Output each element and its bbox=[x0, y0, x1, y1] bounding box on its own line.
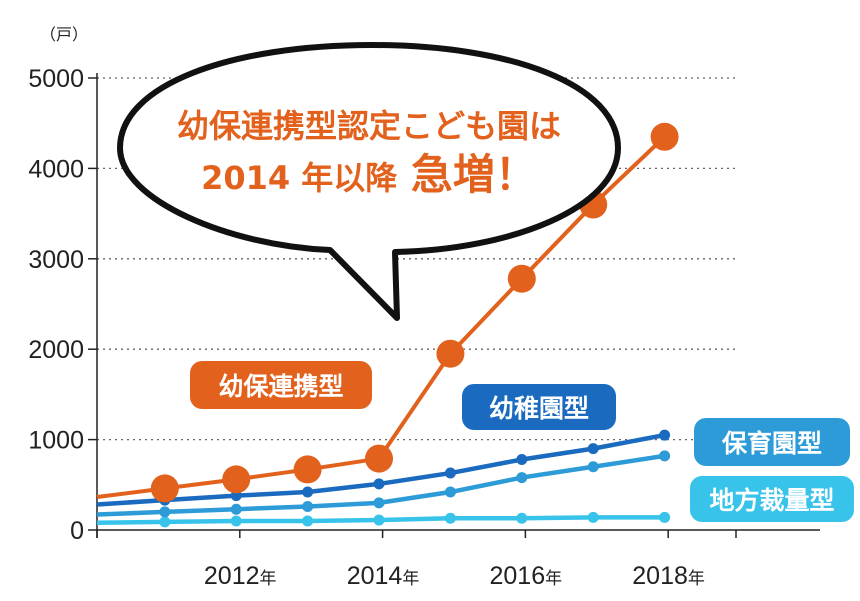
legend-label-chihou: 地方裁量型 bbox=[690, 476, 854, 522]
series-3-point-2011 bbox=[159, 516, 171, 528]
series-2-point-2012 bbox=[230, 503, 242, 515]
x-tick-label-suffix-2016: 年 bbox=[545, 569, 562, 588]
x-tick-label-2018: 2018年 bbox=[632, 562, 705, 590]
series-layer bbox=[96, 122, 679, 528]
series-2-point-2013 bbox=[302, 500, 314, 512]
legend-label-chihou-text: 地方裁量型 bbox=[709, 486, 834, 515]
x-tick-label-year-2012: 2012 bbox=[204, 562, 260, 590]
callout-line2-prefix: 2014 年以降 bbox=[201, 159, 398, 197]
series-2-point-2015 bbox=[444, 486, 456, 498]
x-tick-label-year-2016: 2016 bbox=[489, 562, 545, 590]
legend-label-yohorenkei-box bbox=[190, 361, 372, 409]
series-1-point-2016 bbox=[516, 453, 528, 465]
legend-label-youchien-box bbox=[462, 384, 616, 430]
legend-label-chihou-box bbox=[690, 476, 854, 522]
series-3-point-2018 bbox=[659, 511, 671, 523]
y-tick-label-5000: 5000 bbox=[28, 65, 84, 93]
series-0-point-2015 bbox=[436, 339, 465, 368]
series-labels: 幼保連携型 幼稚園型 保育園型 地方裁量型 bbox=[190, 361, 854, 522]
series-0-point-2011 bbox=[150, 474, 179, 503]
legend-label-yohorenkei: 幼保連携型 bbox=[190, 361, 372, 409]
callout-line2-emphasis: 急増！ bbox=[411, 150, 537, 199]
x-tick-label-suffix-2012: 年 bbox=[260, 569, 277, 588]
series-3-point-2015 bbox=[444, 512, 456, 524]
legend-label-hoikuen-box bbox=[694, 418, 850, 466]
series-0-point-2012 bbox=[222, 465, 251, 494]
series-2-point-2014 bbox=[373, 497, 385, 509]
y-unit-label: （戸） bbox=[40, 25, 88, 44]
series-3-point-2012 bbox=[230, 515, 242, 527]
x-tick-label-2016: 2016年 bbox=[489, 562, 562, 590]
callout-bubble-shape bbox=[117, 42, 621, 321]
series-0 bbox=[96, 122, 679, 503]
y-tick-label-3000: 3000 bbox=[28, 246, 84, 274]
x-tick-label-2014: 2014年 bbox=[347, 562, 420, 590]
series-2-point-2017 bbox=[587, 461, 599, 473]
callout-line1: 幼保連携型認定こども園は bbox=[177, 107, 561, 145]
y-tick-label-1000: 1000 bbox=[28, 427, 84, 455]
y-tick-label-2000: 2000 bbox=[28, 336, 84, 364]
series-3-point-2017 bbox=[587, 511, 599, 523]
legend-label-youchien-text: 幼稚園型 bbox=[489, 394, 589, 423]
series-0-point-2014 bbox=[365, 444, 394, 473]
series-2 bbox=[96, 450, 671, 518]
series-0-point-2018 bbox=[650, 122, 679, 151]
series-3-point-2016 bbox=[516, 512, 528, 524]
series-3 bbox=[96, 511, 671, 528]
legend-label-hoikuen: 保育園型 bbox=[694, 418, 850, 466]
legend-label-hoikuen-text: 保育園型 bbox=[721, 429, 822, 458]
callout-bubble: 幼保連携型認定こども園は 2014 年以降 急増！ bbox=[117, 42, 621, 321]
series-3-point-2014 bbox=[373, 514, 385, 526]
series-0-point-2013 bbox=[293, 455, 322, 484]
series-1-point-2015 bbox=[444, 467, 456, 479]
legend-label-yohorenkei-text: 幼保連携型 bbox=[218, 372, 343, 401]
series-1 bbox=[96, 429, 671, 507]
series-1-point-2017 bbox=[587, 443, 599, 455]
x-tick-label-year-2018: 2018 bbox=[632, 562, 688, 590]
series-2-point-2018 bbox=[659, 450, 671, 462]
series-1-point-2014 bbox=[373, 478, 385, 490]
series-2-point-2016 bbox=[516, 472, 528, 484]
x-tick-label-suffix-2018: 年 bbox=[688, 569, 705, 588]
x-tick-label-year-2014: 2014 bbox=[347, 562, 403, 590]
series-0-point-2016 bbox=[507, 264, 536, 293]
series-3-point-2013 bbox=[302, 515, 314, 527]
series-1-point-2018 bbox=[659, 429, 671, 441]
series-2-point-2011 bbox=[159, 506, 171, 518]
legend-label-youchien: 幼稚園型 bbox=[462, 384, 616, 430]
x-tick-label-2012: 2012年 bbox=[204, 562, 277, 590]
callout-line2: 2014 年以降 急増！ bbox=[201, 150, 537, 199]
y-tick-label-4000: 4000 bbox=[28, 155, 84, 183]
series-1-point-2013 bbox=[302, 486, 314, 498]
y-tick-label-0: 0 bbox=[70, 517, 84, 545]
x-tick-label-suffix-2014: 年 bbox=[402, 569, 419, 588]
